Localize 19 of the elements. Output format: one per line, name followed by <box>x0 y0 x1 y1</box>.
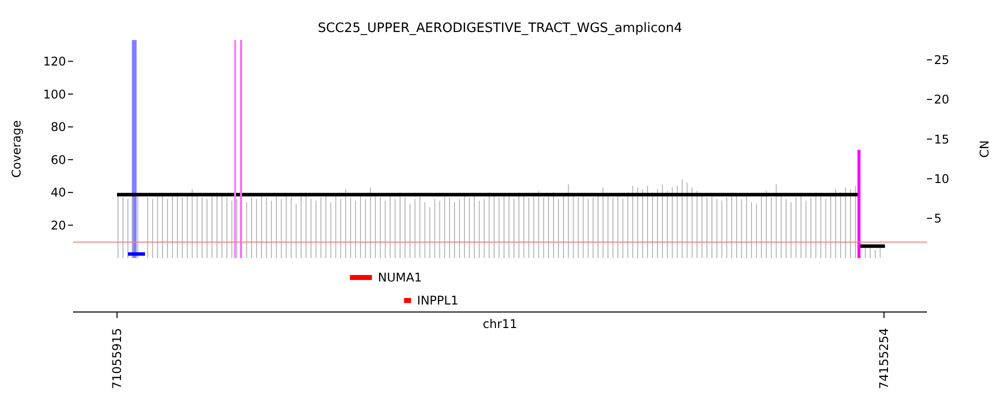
y2-tick-label: 10 <box>934 172 950 186</box>
chart-title: SCC25_UPPER_AERODIGESTIVE_TRACT_WGS_amplicon4 <box>316 21 684 36</box>
y-tick-label: 40 <box>50 186 66 200</box>
y2-tick-label: 15 <box>934 132 950 146</box>
y-tick-label: NUMA1 <box>378 270 422 284</box>
y-axis-title: Coverage <box>9 120 24 178</box>
x-tick-label: 74155254 <box>877 328 892 390</box>
y-tick-label: 20 <box>50 218 66 232</box>
y-tick-label: INPPL1 <box>417 294 458 308</box>
y2-tick-label: 5 <box>934 212 942 226</box>
y2-tick-label: 20 <box>934 92 950 107</box>
y-tick-label: 120 <box>43 54 66 69</box>
x-axis-title: chr11 <box>482 317 518 331</box>
y2-tick-label: 25 <box>934 53 950 68</box>
y-tick-label: 80 <box>50 120 66 134</box>
y-tick-label: 100 <box>43 87 66 102</box>
y-tick-label: 60 <box>50 152 66 167</box>
x-tick-label: 71055915 <box>110 328 124 390</box>
y2-axis-title: CN <box>977 140 992 158</box>
